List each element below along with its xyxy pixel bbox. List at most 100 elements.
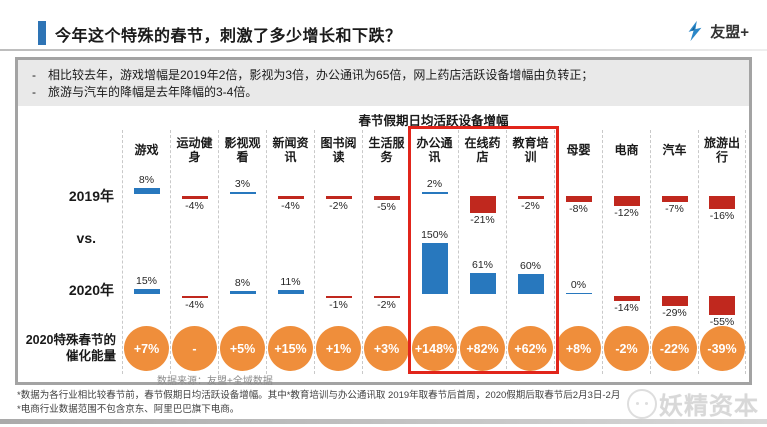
bar-negative xyxy=(661,296,688,306)
catalyst-circle: +3% xyxy=(364,326,409,371)
chart-body: 2019年 vs. 2020年 2020特殊春节的 催化能量 游戏 8% 15% +7% 运动健… xyxy=(22,126,749,387)
catalyst-circle: -2% xyxy=(604,326,649,371)
row-2020-bar-cell: 60% xyxy=(507,222,554,324)
bar-negative xyxy=(709,296,735,315)
chart-column: 教育培训 -2% 60% +62% xyxy=(506,130,554,374)
summary-box: - 相比较去年，游戏增幅是2019年2倍，影视为3倍，办公通讯为65倍，网上药店… xyxy=(18,60,749,106)
bar-value-label: -2% xyxy=(521,199,540,212)
row-2019-bar-cell: -5% xyxy=(363,170,410,222)
row-2020-bar-cell: -14% xyxy=(603,222,650,324)
catalyst-cell: +3% xyxy=(363,324,410,374)
chart-column: 新闻资讯 -4% 11% +15% xyxy=(266,130,314,374)
row-2019-bar-cell: -7% xyxy=(651,170,698,222)
bar-negative xyxy=(565,196,592,203)
catalyst-cell: +1% xyxy=(315,324,362,374)
category-label: 新闻资讯 xyxy=(272,136,309,164)
category-label: 生活服务 xyxy=(368,136,405,164)
row-2019-bar-cell: -12% xyxy=(603,170,650,222)
chart-column: 影视观看 3% 8% +5% xyxy=(218,130,266,374)
row-2020-bar-cell: -4% xyxy=(171,222,218,324)
bar-value-label: -21% xyxy=(470,213,495,226)
page-title: 今年这个特殊的春节，刺激了多少增长和下跌？ xyxy=(55,28,402,45)
umeng-logo-icon xyxy=(684,20,706,42)
bar-positive xyxy=(229,291,256,294)
bar-value-label: -55% xyxy=(709,315,735,328)
chart-column: 汽车 -7% -29% -22% xyxy=(650,130,698,374)
catalyst-circle: +15% xyxy=(268,326,313,371)
footnote-line: *数据为各行业相比较春节前，春节假期日均活跃设备增幅。其中*教育培训与办公通讯取… xyxy=(17,390,621,401)
category-label: 运动健身 xyxy=(176,136,213,164)
bar-negative xyxy=(325,296,352,298)
brand-logo: 友盟+ xyxy=(684,20,749,42)
catalyst-cell: +8% xyxy=(555,324,602,374)
catalyst-circle: - xyxy=(172,326,217,371)
bottom-divider-strip xyxy=(0,419,767,424)
bar-negative xyxy=(613,196,640,206)
bar-negative xyxy=(517,196,544,199)
row-labels-column: 2019年 vs. 2020年 2020特殊春节的 催化能量 xyxy=(22,130,122,374)
bar-negative xyxy=(181,196,208,200)
category-label: 在线药店 xyxy=(464,136,501,164)
chart-column: 母婴 -8% 0% +8% xyxy=(554,130,602,374)
row-2019-bar-cell: -2% xyxy=(507,170,554,222)
catalyst-cell: +148% xyxy=(411,324,458,374)
catalyst-circle: +148% xyxy=(412,326,457,371)
category-label: 母婴 xyxy=(566,143,591,158)
series-label-2020: 2020年 xyxy=(68,282,114,298)
chart-column: 生活服务 -5% -2% +3% xyxy=(362,130,410,374)
bullet-dash: - xyxy=(32,85,36,100)
bar-value-label: -14% xyxy=(614,301,639,314)
category-label: 教育培训 xyxy=(512,136,549,164)
bar-positive xyxy=(469,273,496,294)
catalyst-cell: -39% xyxy=(699,324,745,374)
catalyst-cell: - xyxy=(171,324,218,374)
bar-value-label: 15% xyxy=(135,274,158,287)
catalyst-circle: -22% xyxy=(652,326,697,371)
category-label: 汽车 xyxy=(662,143,687,158)
bar-value-label: -4% xyxy=(185,200,204,213)
row-2020-bar-cell: -2% xyxy=(363,222,410,324)
catalyst-cell: -22% xyxy=(651,324,698,374)
brand-logo-text: 友盟+ xyxy=(710,23,749,41)
chart-grid: 2019年 vs. 2020年 2020特殊春节的 催化能量 游戏 8% 15% +7% 运动健… xyxy=(22,130,749,374)
chart-column: 办公通讯 2% 150% +148% xyxy=(410,130,458,374)
bar-negative xyxy=(613,296,640,301)
category-label: 影视观看 xyxy=(224,136,261,164)
row-2019-bar-cell: -21% xyxy=(459,170,506,226)
catalyst-cell: +5% xyxy=(219,324,266,374)
data-source-note: 数据来源：友盟+全域数据 xyxy=(157,376,273,387)
bar-negative xyxy=(325,196,352,199)
chart-title: 春节假期日均活跃设备增幅 xyxy=(358,114,509,128)
catalyst-circle: +7% xyxy=(124,326,169,371)
chart-column: 游戏 8% 15% +7% xyxy=(122,130,170,374)
row-2019-bar-cell: -2% xyxy=(315,170,362,222)
header: 今年这个特殊的春节，刺激了多少增长和下跌？ 友盟+ xyxy=(0,0,767,50)
bar-value-label: -4% xyxy=(185,299,204,311)
bar-value-label: -2% xyxy=(377,299,396,311)
category-label: 办公通讯 xyxy=(416,136,453,164)
bar-value-label: -1% xyxy=(329,299,348,311)
row-2020-bar-cell: -1% xyxy=(315,222,362,324)
bar-value-label: 0% xyxy=(570,279,587,291)
bar-positive xyxy=(277,290,304,294)
row-2019-bar-cell: -4% xyxy=(171,170,218,222)
bar-positive xyxy=(229,191,256,194)
row-label-2020-cell: vs. 2020年 xyxy=(22,222,122,324)
bar-positive xyxy=(133,187,160,194)
row-2020-bar-cell: 61% xyxy=(459,222,506,324)
bar-value-label: 3% xyxy=(234,177,251,190)
chart-column: 图书阅读 -2% -1% +1% xyxy=(314,130,362,374)
catalyst-cell: +7% xyxy=(123,324,170,374)
row-2020-bar-cell: 11% xyxy=(267,222,314,324)
content-frame: - 相比较去年，游戏增幅是2019年2倍，影视为3倍，办公通讯为65倍，网上药店… xyxy=(15,57,752,387)
bar-value-label: -5% xyxy=(377,201,396,213)
row-2019-bar-cell: 2% xyxy=(411,170,458,222)
bar-negative xyxy=(181,296,208,298)
catalyst-circle: +82% xyxy=(460,326,505,371)
bar-value-label: -16% xyxy=(709,209,735,222)
summary-bullet-text: 相比较去年，游戏增幅是2019年2倍，影视为3倍，办公通讯为65倍，网上药店活跃… xyxy=(48,68,594,82)
summary-bullet: - 旅游与汽车的降幅是去年降幅的3-4倍。 xyxy=(32,84,739,101)
category-label: 游戏 xyxy=(134,143,159,158)
chart-column: 在线药店 -21% 61% +82% xyxy=(458,130,506,374)
